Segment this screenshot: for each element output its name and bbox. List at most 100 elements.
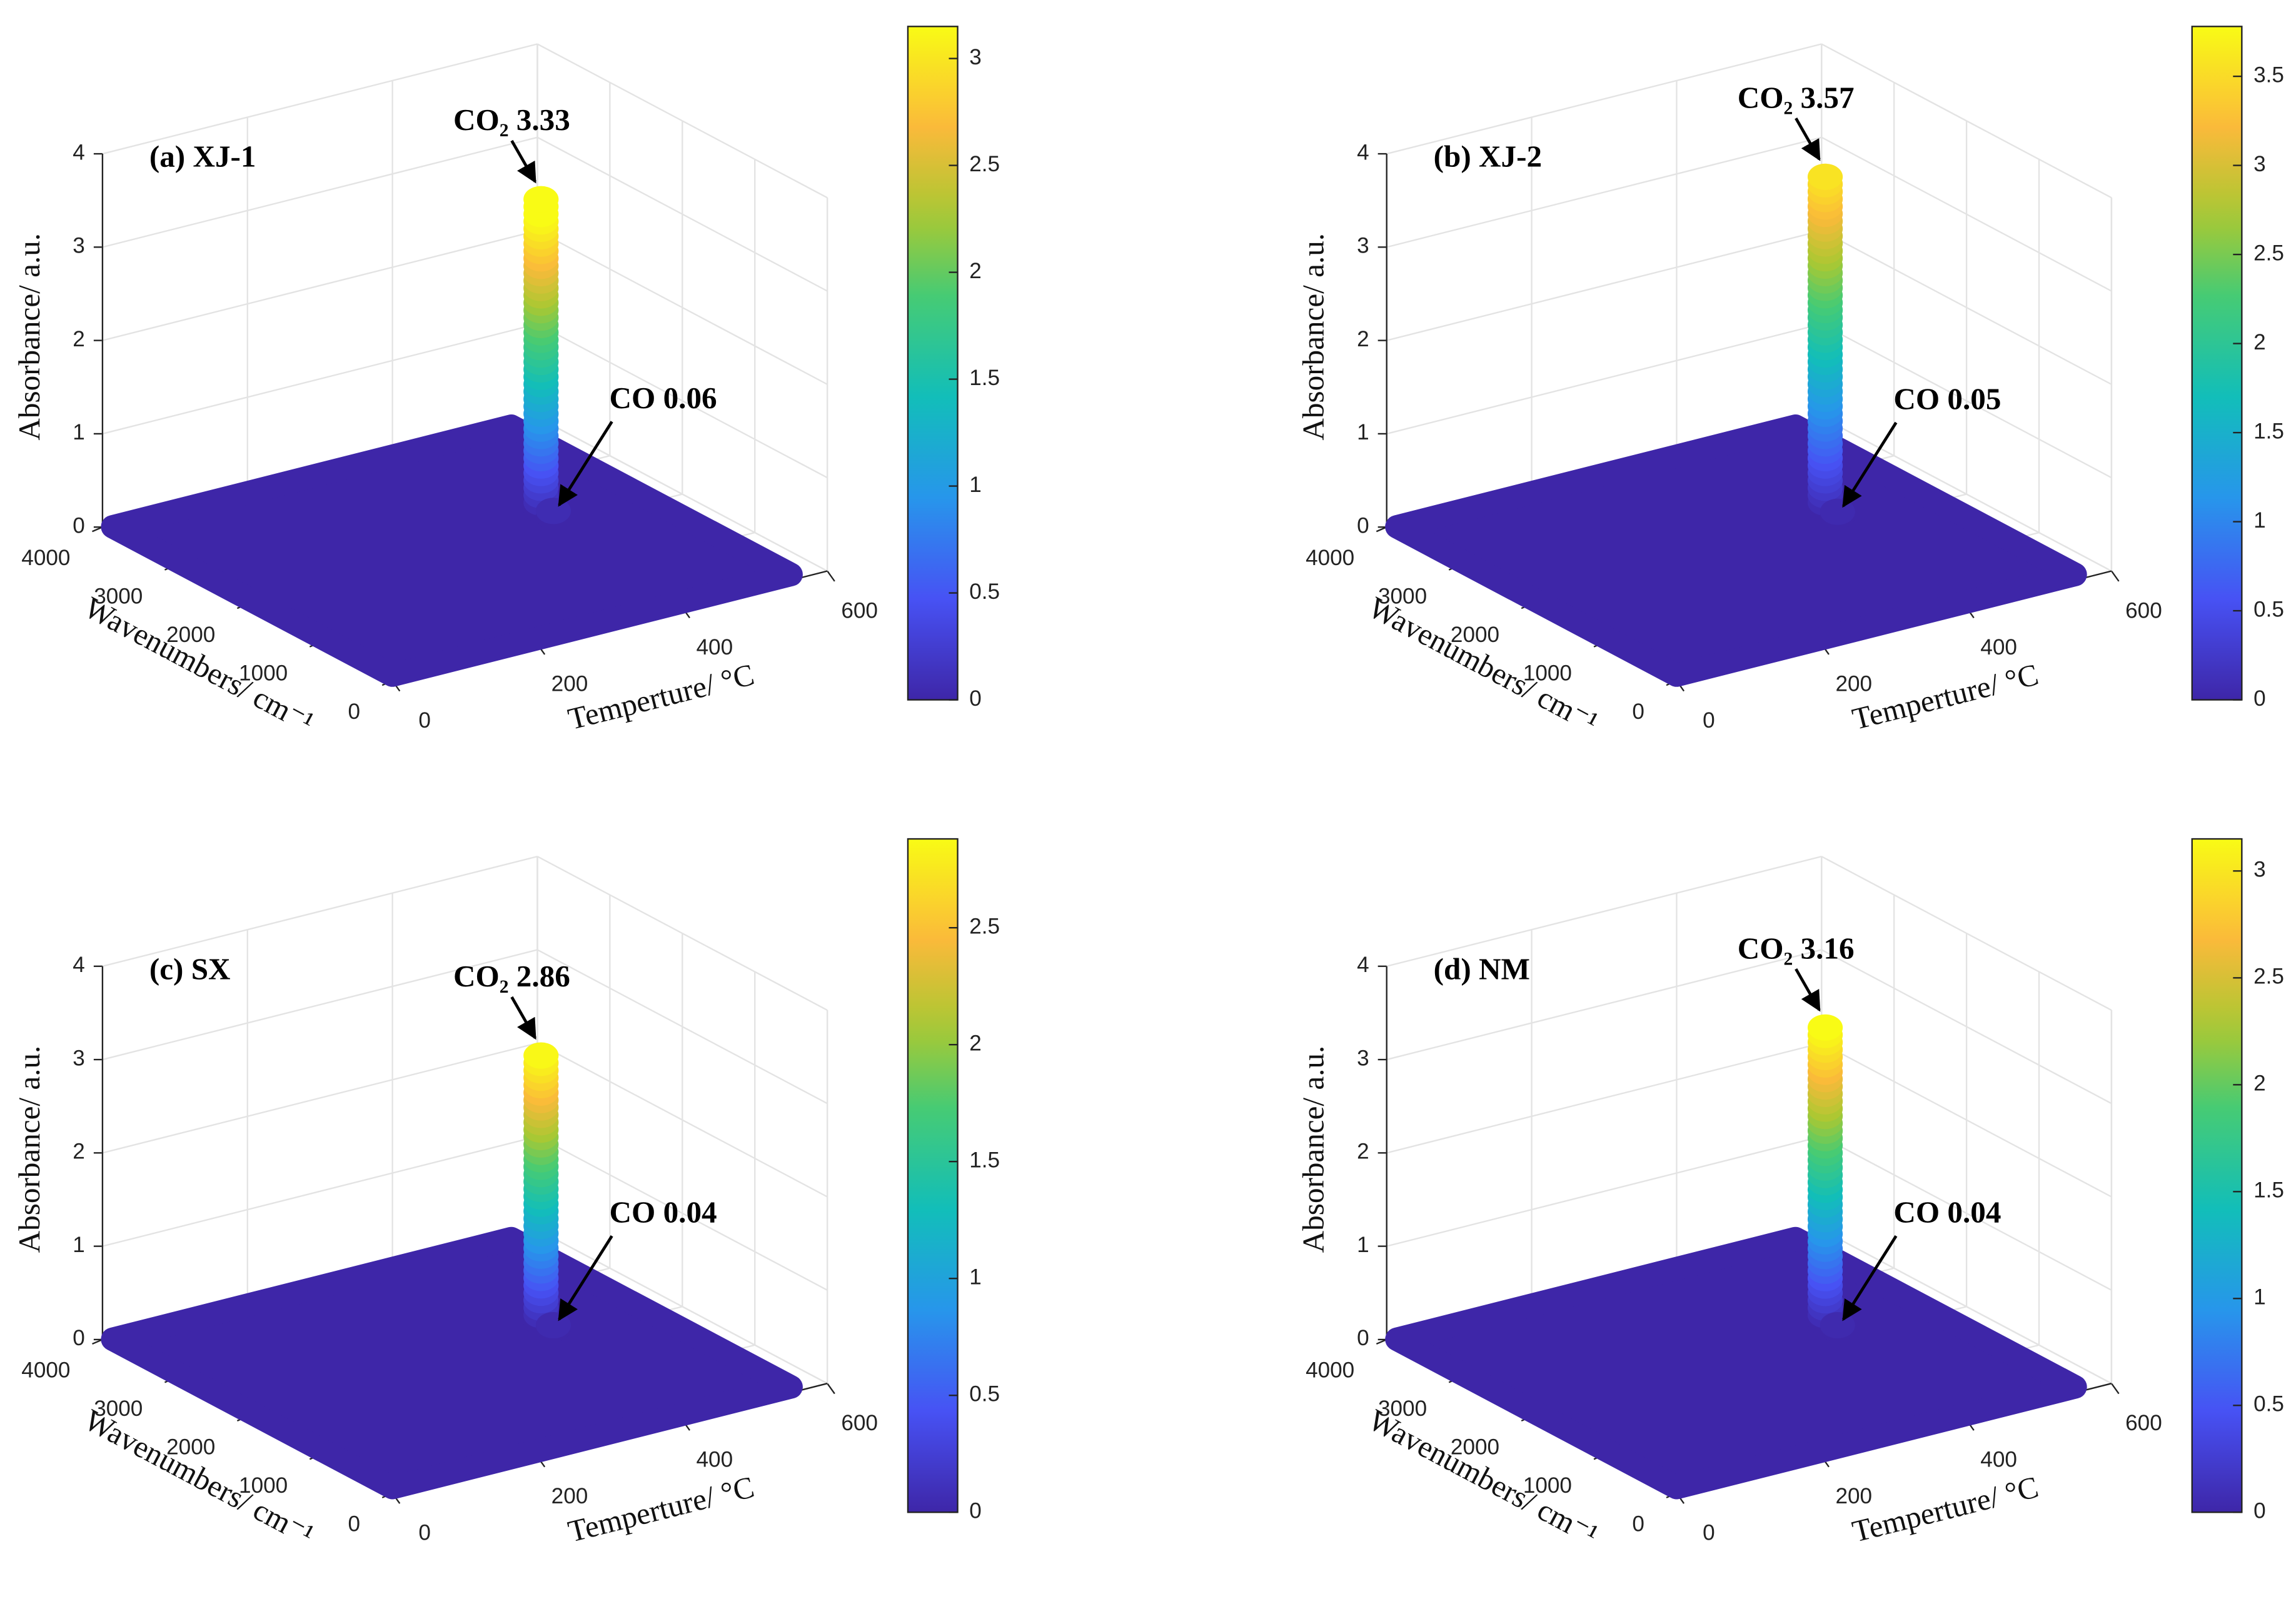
peak-point <box>1807 163 1843 190</box>
colorbar-tick-label: 2.5 <box>969 152 1000 176</box>
z-tick-label: 3 <box>73 1046 85 1070</box>
peak-point <box>535 498 571 524</box>
colorbar-tick-label: 3 <box>2253 152 2266 176</box>
z-tick-label: 2 <box>1357 1140 1369 1164</box>
panel: 0 1 2 3 4 0 200 400 600 0 1000 2000 3000 4000 CO₂ 3.57… <box>1296 26 2284 739</box>
z-tick-label: 3 <box>1357 234 1369 258</box>
y-tick-label: 1000 <box>239 661 288 685</box>
x-axis-label: Temperture/ °C <box>1849 657 2042 736</box>
annotation: CO 0.05 <box>1893 381 2001 416</box>
colorbar-tick-label: 2 <box>2253 1071 2266 1096</box>
grid-line <box>102 136 538 248</box>
z-tick-label: 1 <box>73 420 85 444</box>
x-tick-label: 0 <box>418 708 431 733</box>
colorbar-tick-label: 2 <box>969 1031 982 1055</box>
z-tick-label: 0 <box>73 514 85 538</box>
z-axis-label: Absorbance/ a.u. <box>1296 233 1331 441</box>
colorbar-tick-label: 0.5 <box>969 579 1000 604</box>
y-tick-label: 0 <box>348 1512 361 1536</box>
colorbar-tick-label: 3 <box>2253 858 2266 882</box>
y-tick-label: 1000 <box>239 1473 288 1498</box>
colorbar-tick-label: 1.5 <box>2253 1178 2284 1203</box>
annotation: CO₂ 3.57 <box>1738 80 1855 114</box>
x-tick-label: 600 <box>841 1411 878 1435</box>
peak-point <box>523 1042 559 1069</box>
y-tick-label: 1000 <box>1523 661 1572 685</box>
y-tick-label: 3000 <box>1378 1396 1427 1421</box>
peak-point <box>523 186 559 213</box>
grid-line <box>102 1135 538 1247</box>
tick-mark <box>92 1338 103 1345</box>
colorbar-tick-label: 1 <box>969 473 982 497</box>
annotation: CO₂ 2.86 <box>453 959 570 993</box>
grid-line <box>1386 229 1822 341</box>
grid-line <box>102 949 538 1061</box>
floor <box>1385 414 2087 687</box>
peak-point <box>535 1311 571 1339</box>
y-tick-label: 0 <box>348 699 361 724</box>
grid-line <box>102 229 538 341</box>
z-tick-label: 0 <box>1357 1326 1369 1350</box>
x-axis-label: Temperture/ °C <box>1849 1470 2042 1549</box>
y-tick-label: 2000 <box>1451 623 1499 647</box>
tick-mark <box>2110 1383 2120 1395</box>
z-tick-label: 4 <box>1357 140 1369 164</box>
y-tick-label: 4000 <box>1306 1358 1354 1383</box>
z-axis-label: Absorbance/ a.u. <box>12 1046 46 1253</box>
x-tick-label: 400 <box>1980 1448 2017 1472</box>
panel-title: (a) XJ-1 <box>149 139 256 174</box>
x-tick-label: 200 <box>551 671 588 696</box>
colorbar-tick-label: 1 <box>969 1265 982 1290</box>
z-tick-label: 2 <box>1357 327 1369 351</box>
colorbar-tick-label: 2 <box>969 259 982 283</box>
annotation: CO 0.04 <box>1893 1195 2001 1230</box>
tick-mark <box>2110 570 2120 582</box>
annotation-arrow <box>510 139 536 184</box>
z-tick-label: 0 <box>73 1326 85 1350</box>
z-tick-label: 4 <box>73 953 85 977</box>
z-tick-label: 1 <box>73 1233 85 1257</box>
tick-mark <box>1376 1338 1387 1345</box>
annotation: CO₂ 3.16 <box>1738 931 1855 965</box>
x-axis-label: Temperture/ °C <box>565 657 758 736</box>
colorbar-tick-label: 0.5 <box>969 1382 1000 1406</box>
colorbar-tick-label: 1.5 <box>2253 419 2284 443</box>
z-tick-label: 2 <box>73 327 85 351</box>
tick-mark <box>1376 526 1387 533</box>
grid-line <box>102 323 538 435</box>
colorbar-tick-label: 3 <box>969 45 982 69</box>
colorbar-tick-label: 2 <box>2253 330 2266 354</box>
z-tick-label: 4 <box>1357 953 1369 977</box>
colorbar-tick-label: 3.5 <box>2253 63 2284 87</box>
y-tick-label: 2000 <box>166 1435 215 1460</box>
z-tick-label: 3 <box>1357 1046 1369 1070</box>
y-tick-label: 4000 <box>21 546 70 570</box>
z-axis-label: Absorbance/ a.u. <box>12 233 46 441</box>
colorbar-tick-label: 1.5 <box>969 366 1000 390</box>
x-tick-label: 0 <box>1703 1521 1715 1545</box>
colorbar-tick-label: 0 <box>2253 686 2266 711</box>
z-tick-label: 3 <box>73 234 85 258</box>
x-tick-label: 400 <box>697 1448 733 1472</box>
grid-line <box>1386 323 1822 435</box>
panel-title: (b) XJ-2 <box>1434 139 1542 174</box>
y-tick-label: 3000 <box>94 584 143 608</box>
x-tick-label: 0 <box>1703 708 1715 733</box>
panel-title: (d) NM <box>1434 951 1530 986</box>
y-tick-label: 4000 <box>1306 546 1354 570</box>
y-tick-label: 2000 <box>166 623 215 647</box>
colorbar-tick-label: 0 <box>2253 1499 2266 1523</box>
colorbar <box>907 838 959 1513</box>
annotation: CO 0.06 <box>610 381 717 415</box>
y-tick-label: 1000 <box>1523 1473 1572 1498</box>
annotation-arrow <box>1795 118 1821 161</box>
annotation-arrow <box>510 996 536 1040</box>
x-tick-label: 600 <box>2125 598 2162 623</box>
x-axis-label: Temperture/ °C <box>565 1470 758 1549</box>
y-tick-label: 3000 <box>1378 584 1427 608</box>
panel: 0 1 2 3 4 0 200 400 600 0 1000 2000 3000 4000 CO₂ 2.86… <box>12 838 1000 1552</box>
grid-line <box>1386 949 1822 1061</box>
colorbar-tick-label: 1 <box>2253 1285 2266 1310</box>
annotation: CO₂ 3.33 <box>453 103 570 137</box>
